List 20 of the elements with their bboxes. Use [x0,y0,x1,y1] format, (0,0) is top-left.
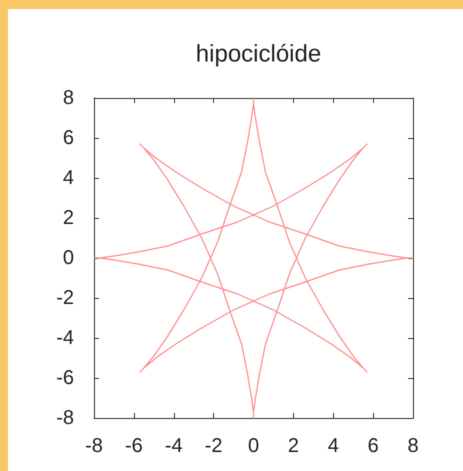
x-tick-label: 4 [328,435,339,457]
x-tick-label: -6 [124,435,143,457]
y-tick-label: -4 [56,327,74,349]
x-tick-label: 0 [248,435,260,457]
x-tick-label: 6 [368,435,379,457]
x-tick-label: 8 [407,435,419,457]
x-tick-label: -2 [204,435,223,457]
y-tick-label: 2 [62,207,74,229]
y-tick-label: -8 [56,407,74,429]
line-series [93,97,414,419]
y-tick-label: -2 [56,287,74,309]
y-tick-label: 0 [62,247,74,269]
y-tick-label: 6 [62,127,74,149]
x-tick-label: -4 [164,435,183,457]
chart-title: hipociclóide [196,40,322,68]
x-tick-label: -8 [85,435,103,457]
y-tick-label: 8 [62,87,74,109]
x-tick-label: 2 [288,435,299,457]
y-tick-label: 4 [62,167,74,189]
y-tick-label: -6 [56,367,74,389]
